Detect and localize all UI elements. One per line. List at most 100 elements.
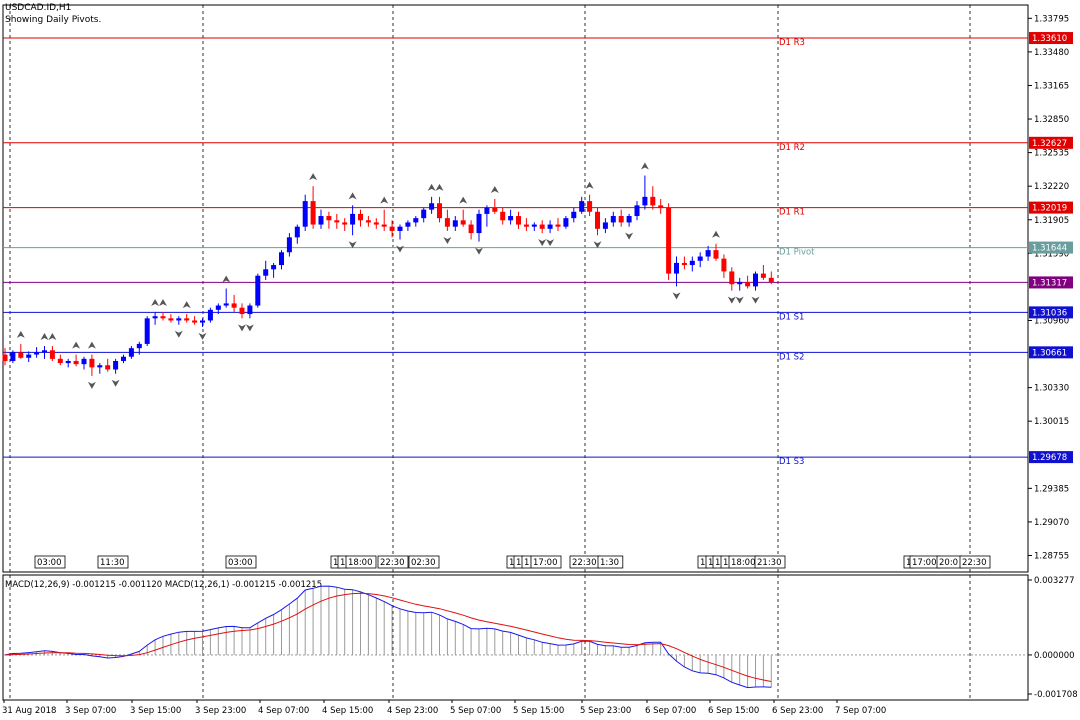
indicator-note: Showing Daily Pivots. <box>5 15 102 25</box>
pivot-line-label: D1 Pivot <box>779 248 815 258</box>
fractal-up-arrow <box>459 196 468 204</box>
candle-body <box>373 222 379 225</box>
candle-body <box>231 303 237 308</box>
price-tick-label: 1.31905 <box>1034 216 1069 226</box>
candle-body <box>358 213 363 221</box>
fractal-down-arrow <box>672 292 681 300</box>
session-marker-label: 1 <box>509 558 514 568</box>
fractal-down-arrow <box>475 247 483 255</box>
candle-body <box>452 220 458 227</box>
candle-body <box>571 211 577 219</box>
candle-body <box>97 365 103 368</box>
candle-body <box>444 218 450 227</box>
price-tick-label: 1.28755 <box>1034 551 1069 561</box>
candle-body <box>539 224 545 229</box>
fractal-up-arrow <box>72 341 81 349</box>
candle-body <box>689 260 695 266</box>
pivot-price-label: 1.30661 <box>1032 348 1067 358</box>
macd-label: MACD(12,26,9) -0.001215 -0.001120 MACD(1… <box>5 580 322 590</box>
candle-body <box>334 220 340 223</box>
candle-body <box>476 213 482 234</box>
fractal-down-arrow <box>727 296 736 304</box>
pivot-price-label: 1.31644 <box>1032 244 1067 254</box>
macd-tick-label: -0.001708 <box>1034 690 1078 700</box>
candle-body <box>136 343 142 349</box>
time-axis-label: 4 Sep 15:00 <box>322 706 373 716</box>
candle-body <box>18 352 24 358</box>
fractal-down-arrow <box>546 239 555 247</box>
price-tick-label: 1.33480 <box>1034 48 1069 58</box>
candle-body <box>113 360 119 370</box>
candle-body <box>666 207 672 274</box>
session-marker-label: 22:30 <box>380 558 405 568</box>
session-marker-tag <box>408 555 440 569</box>
candle-body <box>531 224 537 227</box>
session-marker-tag <box>97 555 129 569</box>
pivot-price-box <box>1029 201 1073 214</box>
candle-body <box>326 216 332 221</box>
pivot-price-label: 1.33610 <box>1032 34 1067 44</box>
main-chart-frame <box>2 4 1029 573</box>
session-marker-label: 1 <box>723 558 728 568</box>
candle-body <box>674 262 679 274</box>
candle-body <box>247 305 253 315</box>
session-marker-label: 1 <box>715 558 720 568</box>
price-tick-label: 1.30330 <box>1034 384 1069 394</box>
session-marker-label: 1 <box>906 558 911 568</box>
candle-body <box>176 318 182 321</box>
fractal-up-arrow <box>490 185 499 193</box>
pivot-price-label: 1.31036 <box>1032 308 1067 318</box>
candle-body <box>271 265 277 270</box>
fractal-up-arrow <box>40 333 49 341</box>
pivot-line-label: D1 S2 <box>779 352 804 362</box>
fractal-up-arrow <box>585 181 594 189</box>
candle-body <box>365 220 371 223</box>
candle-body <box>413 218 419 223</box>
candle-body <box>302 201 308 227</box>
fractal-down-arrow <box>538 239 547 247</box>
pivot-price-box <box>1029 306 1073 319</box>
fractal-down-arrow <box>174 330 183 338</box>
candle-body <box>89 358 95 368</box>
candle-body <box>342 222 348 225</box>
session-marker-label: 1:30 <box>600 558 619 568</box>
candle-body <box>73 360 79 365</box>
candle-body <box>626 216 632 223</box>
candle-body <box>279 252 284 266</box>
fractal-down-arrow <box>198 332 207 340</box>
candle-body <box>468 224 474 234</box>
fractal-up-arrow <box>48 333 57 341</box>
session-marker-label: 17:00 <box>912 558 937 568</box>
time-axis-label: 3 Sep 15:00 <box>130 706 181 716</box>
macd-signal-line <box>4 592 772 682</box>
fractal-up-arrow <box>427 183 436 191</box>
fractal-down-arrow <box>245 324 254 332</box>
pivot-price-label: 1.29678 <box>1032 453 1067 463</box>
candle-body <box>610 216 616 223</box>
current-price-label: 1.31317 <box>1032 278 1067 288</box>
fractal-down-arrow <box>87 381 96 389</box>
session-marker-label: 20:0 <box>939 558 958 568</box>
session-marker-tag <box>225 555 257 569</box>
pivot-price-label: 1.32627 <box>1032 139 1067 149</box>
time-axis-label: 7 Sep 07:00 <box>835 706 886 716</box>
price-tick-label: 1.32535 <box>1034 149 1069 159</box>
fractal-up-arrow <box>182 301 191 309</box>
pivot-line-label: D1 S3 <box>779 457 804 467</box>
candle-body <box>523 224 529 227</box>
candle-body <box>405 222 411 227</box>
macd-main-line <box>4 585 772 689</box>
pivot-price-box <box>1029 451 1073 464</box>
candle-body <box>705 250 711 257</box>
candle-body <box>2 354 8 361</box>
candle-body <box>595 211 600 229</box>
price-tick-label: 1.33795 <box>1034 14 1069 24</box>
candle-body <box>547 224 553 229</box>
candle-body <box>397 226 403 231</box>
price-tick-label: 1.30960 <box>1034 316 1069 326</box>
candle-body <box>34 352 40 355</box>
fractal-down-arrow <box>111 379 120 387</box>
candle-body <box>555 224 561 227</box>
candle-body <box>429 203 435 210</box>
